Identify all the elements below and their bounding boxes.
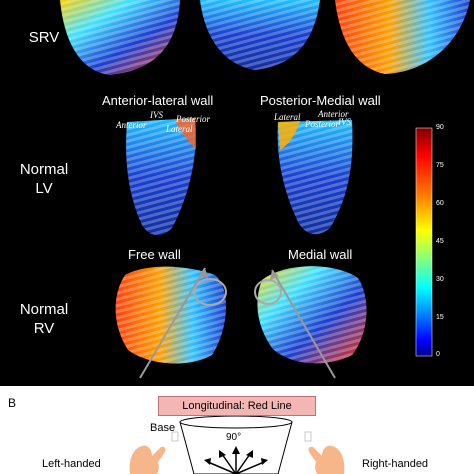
colorbar-tick-60: 60 (436, 200, 444, 207)
annot-lateral-left: Lateral (166, 124, 193, 134)
row-label-normal-rv: Normal RV (19, 301, 69, 337)
fiber-orientation-diagram (129, 415, 345, 474)
rv-free-wall-heart (115, 266, 227, 379)
panel-a: SRV Normal LV Normal RV Anterior-lateral w… (19, 0, 470, 379)
annot-anterior-left: Anterior (116, 120, 147, 130)
colorbar-tick-75: 75 (436, 162, 444, 169)
lv-posterior-medial-heart (277, 120, 353, 235)
label-posterior-medial-wall: Posterior-Medial wall (260, 93, 381, 108)
right-hand-icon (308, 445, 345, 474)
annot-posterior-right: Posterior (305, 119, 340, 129)
colorbar-tick-30: 30 (436, 276, 444, 283)
row-label-normal-lv: Normal LV (19, 161, 69, 197)
srv-heart-middle (200, 0, 320, 70)
panel-b: B Longitudinal: Red Line Base 90° Left-h… (0, 386, 474, 474)
left-hand-icon (129, 445, 166, 474)
annot-anterior-right: Anterior (318, 109, 349, 119)
label-anterior-lateral-wall: Anterior-lateral wall (102, 93, 214, 108)
colorbar-tick-90: 90 (436, 124, 444, 131)
row-label-srv: SRV (28, 29, 60, 46)
srv-heart-right (335, 0, 470, 74)
base-label: Base (150, 422, 176, 434)
annot-posterior-left: Posterior (176, 114, 211, 124)
angle-label: 90° (226, 432, 242, 443)
srv-heart-left (60, 0, 180, 75)
colorbar (415, 127, 433, 357)
label-free-wall: Free wall (128, 247, 181, 262)
annot-ivs-left: IVS (150, 110, 163, 120)
lv-anterior-lateral-heart (126, 118, 196, 236)
colorbar-tick-0: 0 (436, 351, 440, 358)
right-handed-label: Right-handed (362, 458, 429, 470)
heart-renderings (60, 0, 470, 379)
annot-ivs-right: IVS (338, 117, 351, 127)
label-medial-wall: Medial wall (288, 247, 353, 262)
colorbar-tick-45: 45 (436, 238, 444, 245)
rv-medial-wall-heart (254, 266, 367, 379)
annot-lateral-right: Lateral (274, 112, 301, 122)
panel-b-letter: B (8, 396, 17, 410)
colorbar-tick-15: 15 (436, 314, 444, 321)
longitudinal-label: Longitudinal: Red Line (158, 396, 316, 416)
left-handed-label: Left-handed (42, 458, 101, 470)
